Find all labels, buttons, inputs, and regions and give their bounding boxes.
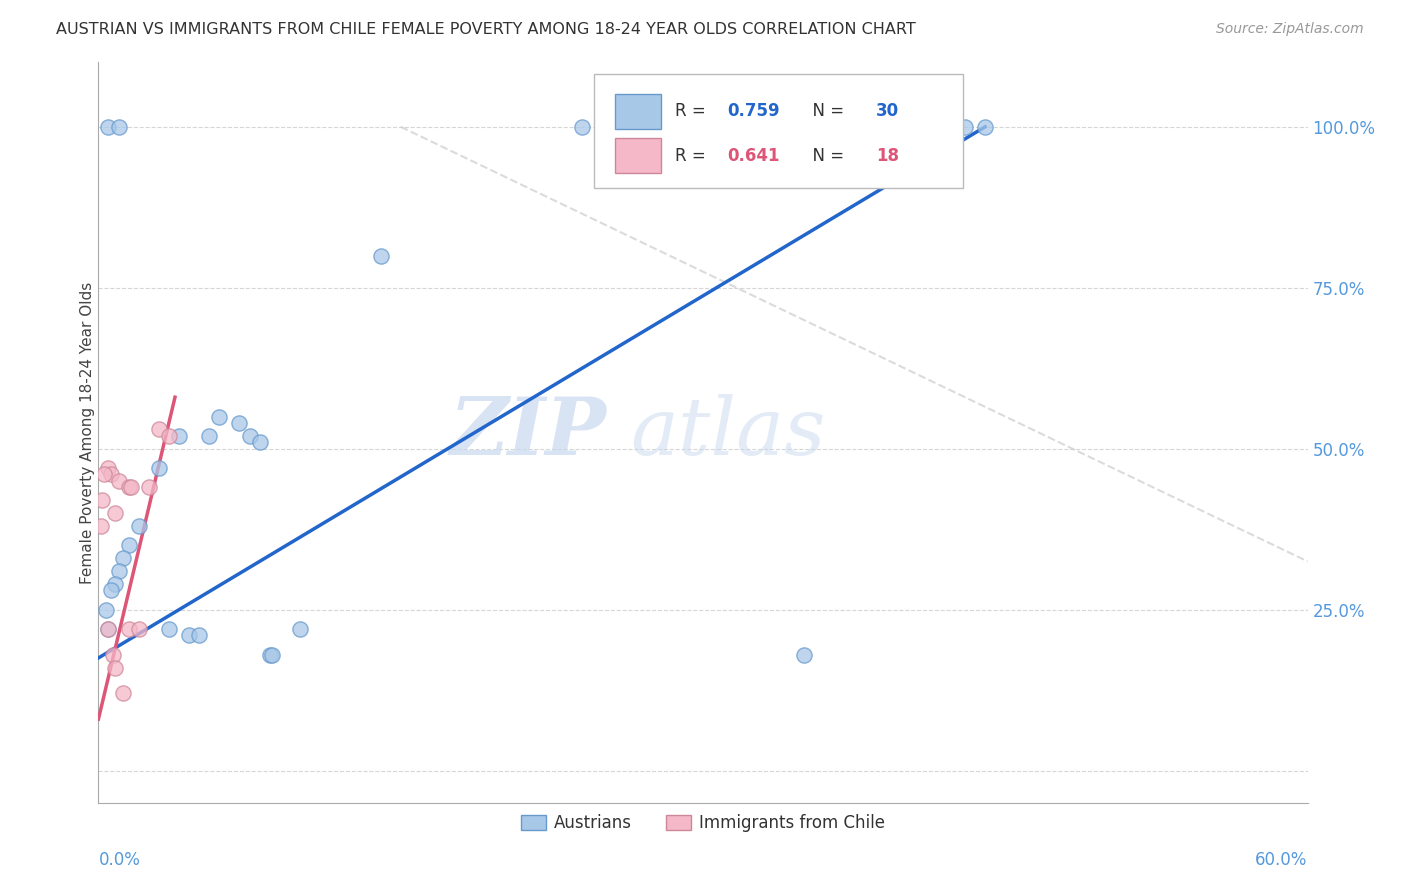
Point (370, 249, 392, 263)
Point (103, 506, 125, 520)
Point (118, 622, 141, 636)
Point (591, 120, 613, 134)
Point (148, 461, 170, 475)
Bar (614, 138, 661, 173)
FancyBboxPatch shape (595, 73, 963, 188)
Point (179, 628, 201, 642)
Point (107, 474, 129, 488)
Point (198, 429, 221, 443)
Point (90, 519, 112, 533)
Point (157, 429, 180, 443)
Text: 0.641: 0.641 (727, 146, 780, 165)
Text: 0.759: 0.759 (727, 103, 780, 120)
Point (97, 461, 120, 475)
Bar (614, 94, 661, 129)
Point (118, 480, 141, 494)
Point (188, 628, 211, 642)
Text: R =: R = (675, 103, 711, 120)
Text: Source: ZipAtlas.com: Source: ZipAtlas.com (1216, 22, 1364, 37)
Text: AUSTRIAN VS IMMIGRANTS FROM CHILE FEMALE POVERTY AMONG 18-24 YEAR OLDS CORRELATI: AUSTRIAN VS IMMIGRANTS FROM CHILE FEMALE… (56, 22, 915, 37)
Text: N =: N = (803, 146, 849, 165)
Point (103, 577, 125, 591)
Point (107, 120, 129, 134)
Text: 0.0%: 0.0% (98, 851, 141, 869)
Point (953, 120, 976, 134)
Text: R =: R = (675, 146, 711, 165)
Point (239, 429, 262, 443)
Point (111, 686, 134, 700)
Point (97, 622, 120, 636)
Point (167, 429, 190, 443)
Text: ZIP: ZIP (450, 394, 606, 471)
Point (853, 139, 876, 153)
Legend: Austrians, Immigrants from Chile: Austrians, Immigrants from Chile (515, 807, 891, 838)
Point (157, 622, 180, 636)
Point (259, 648, 281, 662)
Point (128, 622, 150, 636)
Point (288, 622, 311, 636)
Text: 18: 18 (876, 146, 898, 165)
Text: 60.0%: 60.0% (1256, 851, 1308, 869)
Point (107, 564, 129, 578)
Point (101, 648, 124, 662)
Point (249, 435, 271, 450)
Y-axis label: Female Poverty Among 18-24 Year Olds: Female Poverty Among 18-24 Year Olds (80, 282, 94, 583)
Text: 30: 30 (876, 103, 898, 120)
Point (128, 519, 150, 533)
Point (91, 493, 114, 508)
Point (228, 416, 250, 430)
Point (138, 480, 160, 494)
Point (97, 622, 120, 636)
Point (111, 551, 134, 566)
Point (96, 602, 118, 616)
Point (148, 422, 170, 436)
Point (571, 120, 593, 134)
Point (97, 120, 120, 134)
Point (120, 480, 142, 494)
Point (100, 467, 122, 482)
Point (793, 648, 815, 662)
Point (260, 648, 283, 662)
Point (100, 583, 122, 598)
Point (118, 538, 141, 552)
Text: N =: N = (803, 103, 849, 120)
Point (103, 660, 125, 674)
Point (93, 467, 115, 482)
Point (208, 409, 231, 424)
Point (974, 120, 997, 134)
Text: atlas: atlas (630, 394, 825, 471)
